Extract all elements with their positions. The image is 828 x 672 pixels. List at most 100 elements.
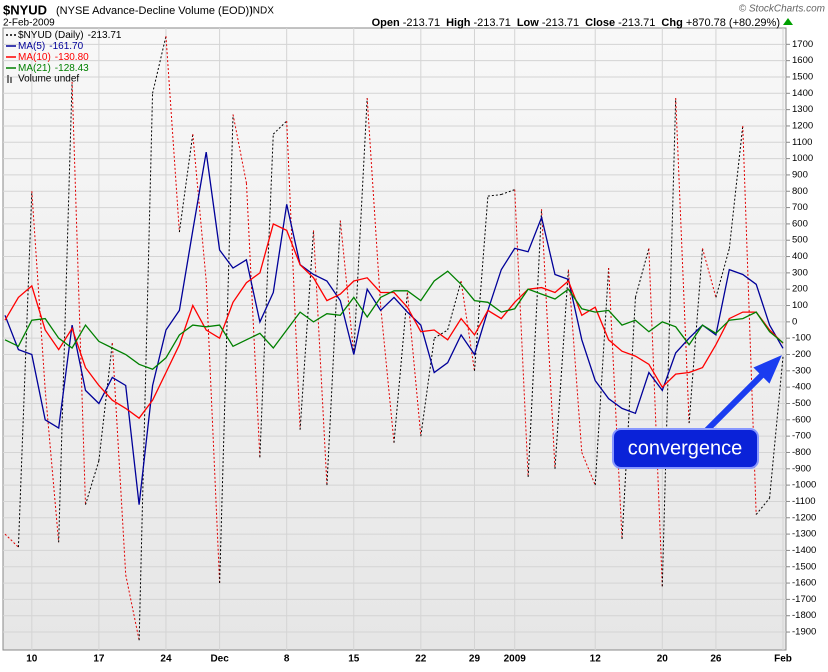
y-tick-label: -600	[792, 414, 811, 425]
quote-value: -213.71	[403, 17, 440, 29]
y-tick-label: 300	[792, 267, 808, 278]
series-segment	[755, 497, 770, 515]
series-segment	[594, 267, 610, 486]
series-segment	[245, 183, 261, 458]
series-segment	[433, 329, 448, 339]
quote-label: Low	[517, 17, 539, 29]
x-tick-label: 22	[415, 654, 427, 665]
y-tick-label: 200	[792, 284, 808, 295]
x-tick-label: 12	[590, 654, 602, 665]
y-tick-label: -1400	[792, 545, 816, 556]
y-tick-label: -1300	[792, 529, 816, 540]
legend-swatch	[7, 75, 9, 83]
series-segment	[71, 81, 86, 505]
series-segment	[125, 574, 140, 641]
x-tick-label: 10	[26, 654, 38, 665]
y-tick-label: 800	[792, 186, 808, 197]
series-segment	[406, 292, 422, 437]
series-segment	[688, 248, 704, 424]
series-segment	[567, 269, 583, 453]
series-segment	[702, 248, 717, 298]
y-tick-label: 1100	[792, 137, 812, 148]
y-tick-label: -1100	[792, 496, 816, 507]
arrow-shaft	[702, 369, 768, 435]
series-segment	[17, 191, 33, 548]
series-segment	[648, 248, 663, 587]
up-arrow	[783, 18, 793, 25]
y-tick-label: 500	[792, 235, 808, 246]
y-tick-label: 0	[792, 316, 797, 327]
quote-label: Chg	[661, 17, 682, 29]
series-segment	[380, 305, 395, 443]
legend-entry: MA(10) -130.80	[18, 52, 89, 63]
y-tick-label: -500	[792, 398, 811, 409]
x-tick-label: 24	[160, 654, 172, 665]
y-tick-label: -800	[792, 447, 811, 458]
y-tick-label: -400	[792, 382, 811, 393]
legend-name: $NYUD (Daily)	[18, 30, 84, 41]
series-segment	[554, 269, 569, 469]
y-tick-label: 600	[792, 218, 808, 229]
series-segment	[661, 98, 677, 587]
series-line	[4, 222, 784, 420]
y-tick-label: 1600	[792, 55, 813, 66]
credit: © StockCharts.com	[739, 4, 825, 15]
legend-entry: MA(5) -161.70	[18, 41, 84, 52]
series-segment	[259, 134, 274, 458]
y-tick-label: -900	[792, 463, 811, 474]
y-tick-label: 1000	[792, 153, 813, 164]
chart-subtitle: (NYSE Advance-Decline Volume (EOD))	[56, 5, 253, 17]
legend-swatch	[10, 77, 12, 83]
series-segment	[272, 120, 288, 135]
y-tick-label: 100	[792, 300, 808, 311]
x-tick-label: 8	[284, 654, 290, 665]
annotation-text: convergence	[628, 437, 743, 459]
arrow-head	[753, 355, 782, 384]
quote-label: High	[446, 17, 471, 29]
series-segment	[621, 297, 636, 540]
plot-area	[2, 27, 787, 651]
x-tick-label: Feb	[774, 654, 792, 665]
series-segment	[299, 230, 315, 430]
x-tick-label: Dec	[210, 654, 229, 665]
series-segment	[353, 98, 368, 355]
y-tick-label: 1500	[792, 71, 813, 82]
series-segment	[178, 134, 194, 233]
legend-value: -128.43	[55, 63, 89, 74]
series-line	[4, 270, 784, 370]
series-segment	[420, 338, 435, 437]
series-segment	[111, 343, 127, 575]
y-tick-label: 400	[792, 251, 808, 262]
y-tick-label: 1700	[792, 39, 813, 50]
y-tick-label: 1200	[792, 120, 813, 131]
y-tick-label: 1400	[792, 88, 813, 99]
legend-value: -213.71	[88, 30, 122, 41]
series-segment	[152, 36, 167, 94]
y-tick-label: -1000	[792, 480, 816, 491]
series-segment	[339, 220, 355, 355]
x-tick-label: 17	[93, 654, 105, 665]
chart-title: $NYUD	[3, 2, 47, 17]
x-tick-label: 2009	[504, 654, 527, 665]
y-tick-label: -100	[792, 333, 811, 344]
series-segment	[313, 230, 328, 486]
series-segment	[31, 191, 46, 391]
exchange: INDX	[250, 6, 274, 17]
y-tick-label: 1300	[792, 104, 813, 115]
quote-label: Open	[372, 17, 400, 29]
series-segment	[742, 125, 757, 515]
legend-value: -130.80	[55, 52, 89, 63]
legend-value: -161.70	[49, 41, 83, 52]
series-segment	[4, 533, 19, 548]
y-tick-label: -1900	[792, 627, 816, 638]
series-segment	[527, 209, 543, 477]
series-segment	[44, 390, 60, 543]
y-tick-label: -200	[792, 349, 811, 360]
annotation-box	[612, 428, 759, 469]
y-tick-label: -700	[792, 431, 811, 442]
x-tick-label: 15	[348, 654, 360, 665]
y-tick-label: -1500	[792, 561, 816, 572]
y-tick-label: 700	[792, 202, 808, 213]
y-tick-label: 900	[792, 169, 808, 180]
